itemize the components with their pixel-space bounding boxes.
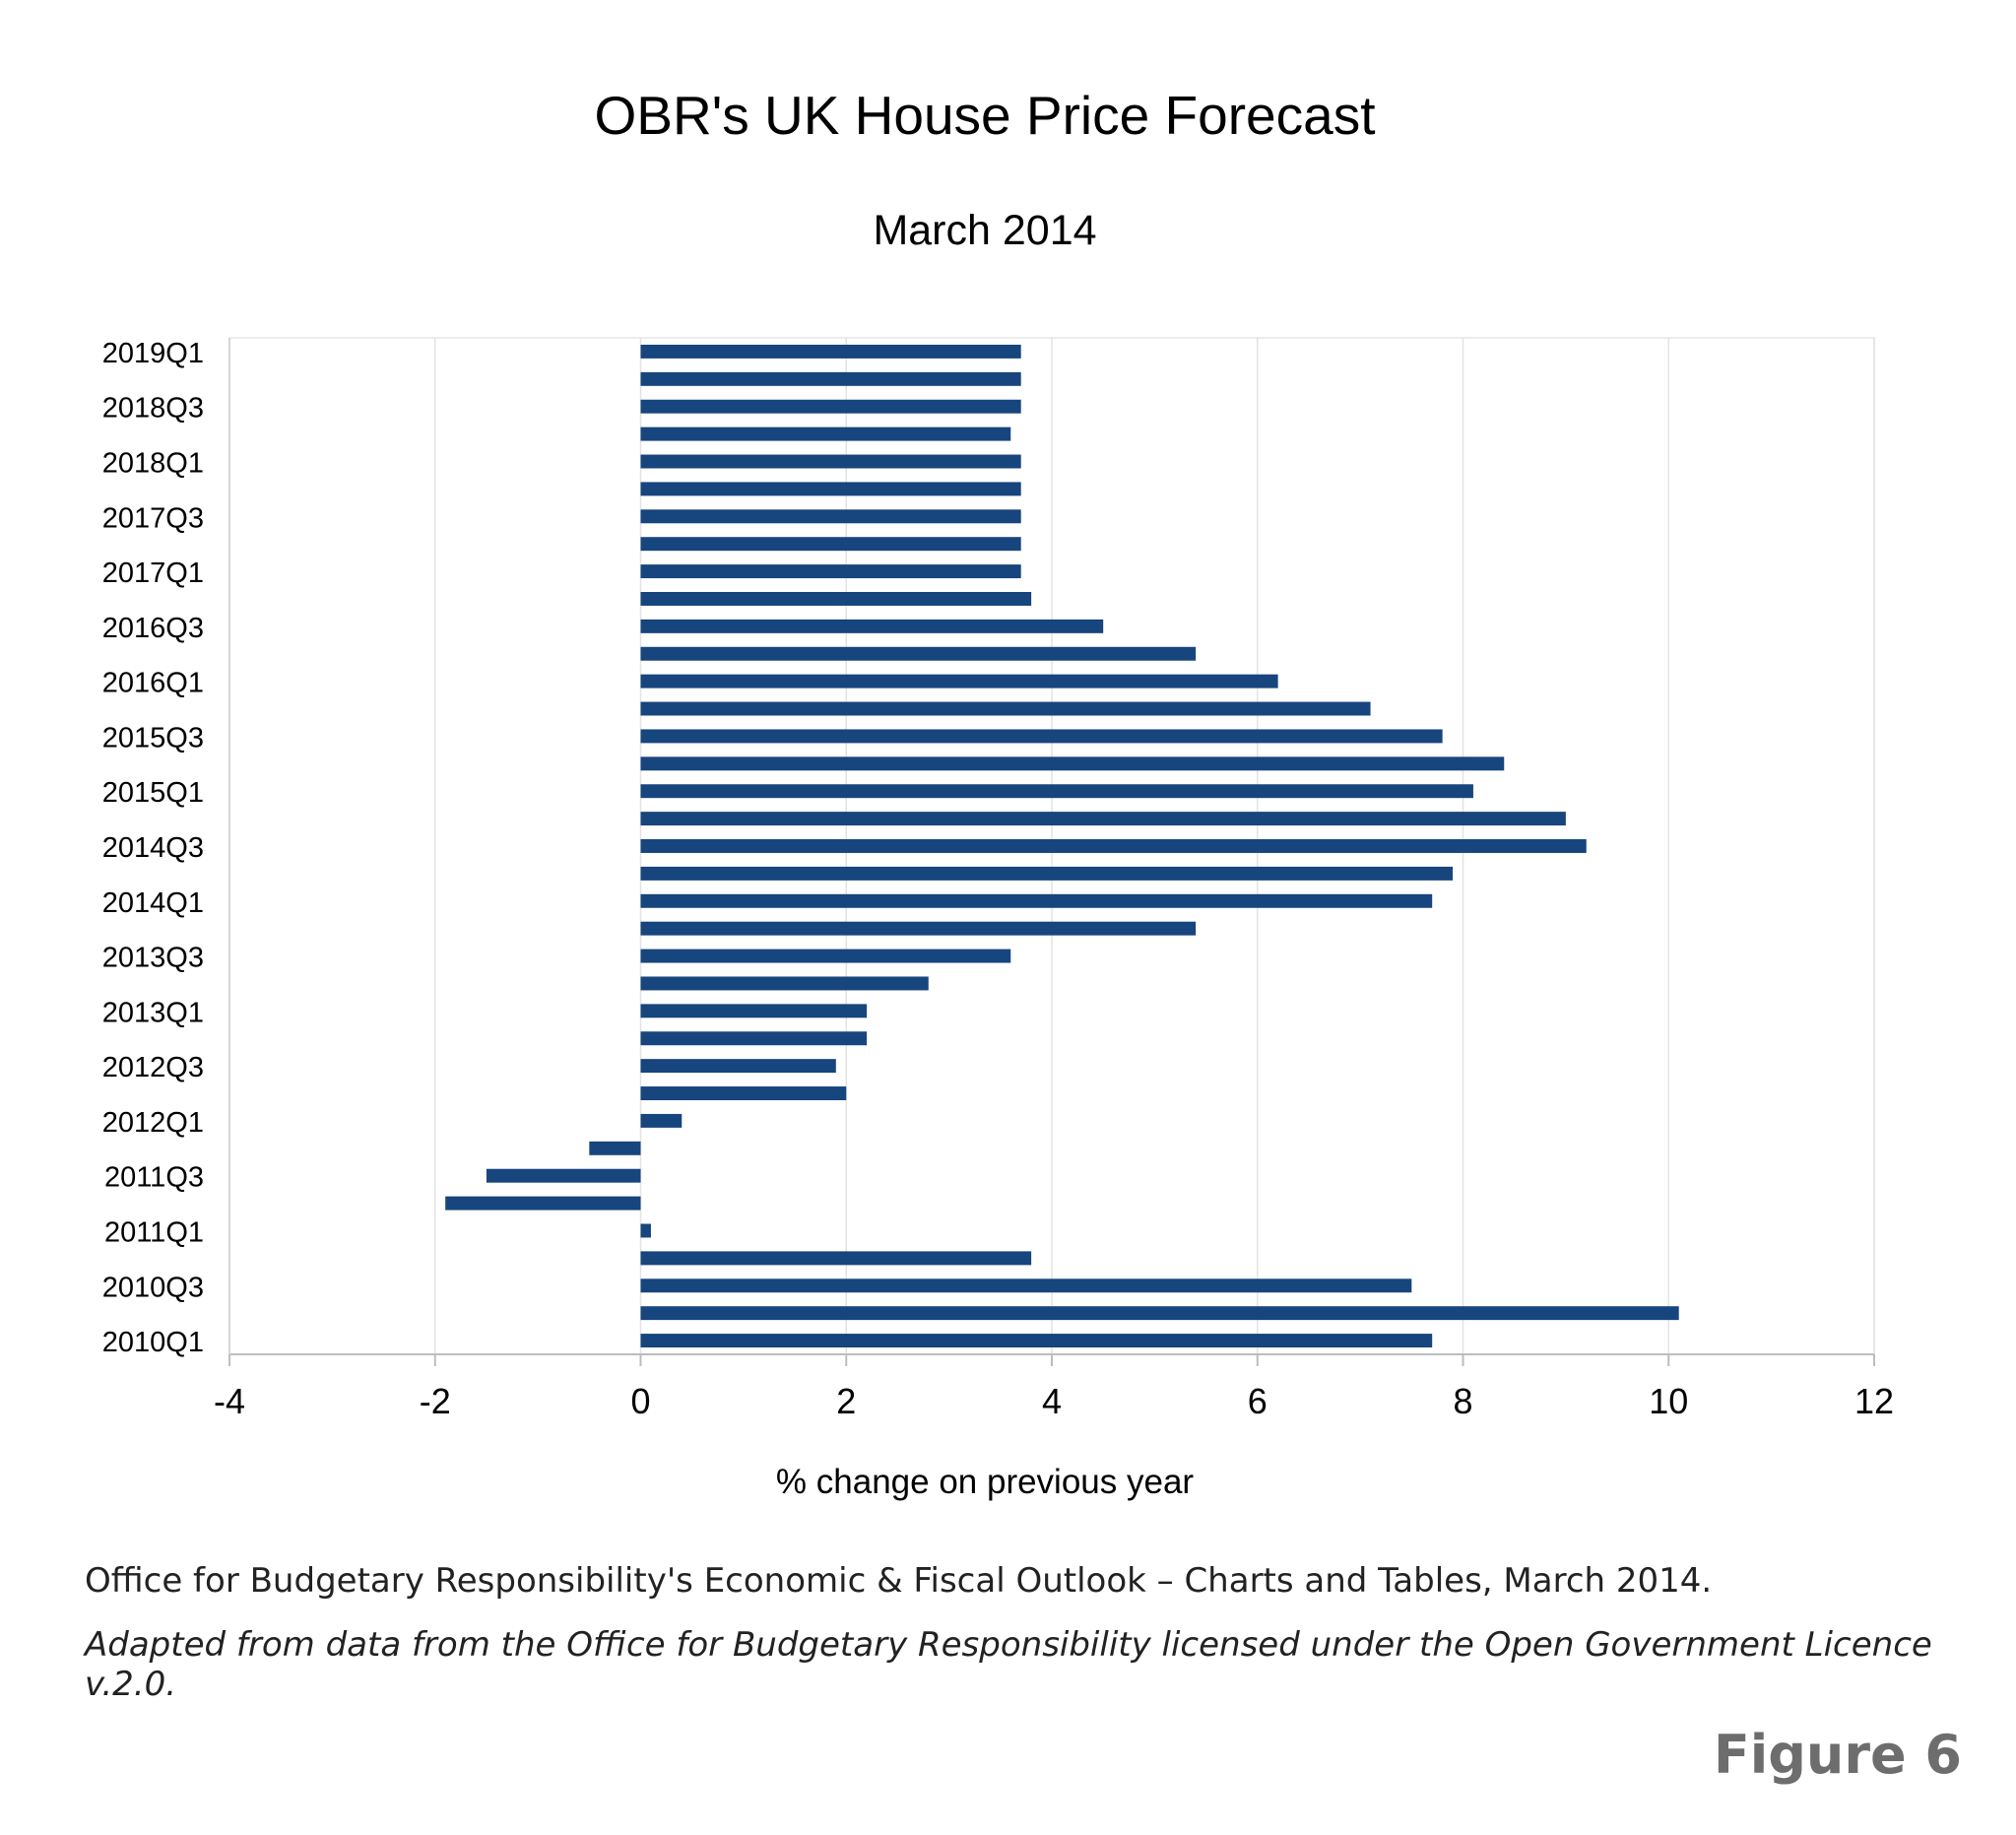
bar-2018Q1 <box>640 454 1021 469</box>
bar-2011Q4 <box>589 1141 641 1155</box>
bar-2011Q2 <box>445 1196 641 1211</box>
x-tick-label: 8 <box>1453 1381 1472 1421</box>
bar-2019Q1 <box>640 344 1021 359</box>
bar-2014Q1 <box>640 893 1433 908</box>
bar-2016Q3 <box>640 619 1104 633</box>
bar-2017Q2 <box>640 537 1021 552</box>
bar-2016Q4 <box>640 592 1032 606</box>
bar-2012Q3 <box>640 1059 836 1074</box>
y-tick-label: 2015Q3 <box>102 722 204 754</box>
bar-2014Q3 <box>640 839 1587 853</box>
x-tick-label: 6 <box>1248 1381 1268 1421</box>
bar-2018Q2 <box>640 426 1011 441</box>
x-tick-label: -4 <box>214 1381 245 1421</box>
source-note: Office for Budgetary Responsibility's Ec… <box>85 1561 1713 1601</box>
bar-2015Q4 <box>640 701 1371 716</box>
x-tick-label: 4 <box>1042 1381 1062 1421</box>
bar-2015Q2 <box>640 756 1505 771</box>
bar-2013Q1 <box>640 1004 868 1018</box>
bar-2018Q3 <box>640 399 1021 414</box>
y-tick-label: 2017Q3 <box>102 502 204 534</box>
bar-2012Q4 <box>640 1031 868 1046</box>
y-tick-label: 2016Q3 <box>102 613 204 644</box>
y-tick-label: 2013Q3 <box>102 943 204 974</box>
y-tick-label: 2010Q1 <box>102 1327 204 1358</box>
y-tick-label: 2013Q1 <box>102 997 204 1028</box>
y-tick-label: 2010Q3 <box>102 1272 204 1303</box>
bar-2016Q1 <box>640 674 1278 688</box>
bar-2015Q1 <box>640 784 1473 799</box>
bar-2017Q4 <box>640 482 1021 496</box>
bar-2018Q4 <box>640 371 1021 386</box>
bar-2010Q1 <box>640 1334 1433 1348</box>
y-tick-label: 2018Q1 <box>102 448 204 480</box>
x-tick-label: 0 <box>630 1381 650 1421</box>
x-tick-label: 10 <box>1649 1381 1688 1421</box>
chart-title: OBR's UK House Price Forecast <box>594 85 1376 146</box>
bar-2017Q3 <box>640 509 1021 524</box>
y-tick-label: 2014Q1 <box>102 887 204 919</box>
x-tick-label: 2 <box>836 1381 856 1421</box>
y-tick-label: 2014Q3 <box>102 832 204 864</box>
bar-2010Q4 <box>640 1251 1032 1266</box>
bar-2014Q2 <box>640 866 1454 881</box>
bar-2017Q1 <box>640 564 1021 579</box>
y-tick-label: 2012Q3 <box>102 1052 204 1083</box>
y-tick-label: 2016Q1 <box>102 668 204 699</box>
x-axis-label: % change on previous year <box>775 1463 1195 1501</box>
y-tick-label: 2011Q1 <box>104 1216 204 1248</box>
bar-2013Q4 <box>640 921 1197 936</box>
bar-2012Q2 <box>640 1086 847 1100</box>
y-tick-label: 2019Q1 <box>102 338 204 369</box>
y-tick-label: 2017Q1 <box>102 557 204 589</box>
y-tick-label: 2011Q3 <box>104 1162 204 1194</box>
y-tick-label: 2018Q3 <box>102 393 204 425</box>
bar-2010Q2 <box>640 1306 1679 1321</box>
figure-label: Figure 6 <box>1713 1724 1962 1786</box>
y-tick-label: 2015Q1 <box>102 777 204 809</box>
chart-subtitle: March 2014 <box>873 207 1097 254</box>
licence-note: Adapted from data from the Office for Bu… <box>85 1625 1932 1704</box>
bar-2011Q3 <box>486 1168 641 1183</box>
bar-2015Q3 <box>640 729 1443 744</box>
bar-2014Q4 <box>640 812 1566 826</box>
x-tick-label: -2 <box>420 1381 451 1421</box>
bar-2013Q2 <box>640 976 929 991</box>
x-tick-label: 12 <box>1854 1381 1894 1421</box>
bar-2016Q2 <box>640 646 1197 661</box>
bar-2010Q3 <box>640 1278 1412 1293</box>
bar-2012Q1 <box>640 1113 683 1128</box>
bar-2011Q1 <box>640 1223 651 1238</box>
y-tick-label: 2012Q1 <box>102 1107 204 1139</box>
bar-2013Q3 <box>640 949 1011 963</box>
